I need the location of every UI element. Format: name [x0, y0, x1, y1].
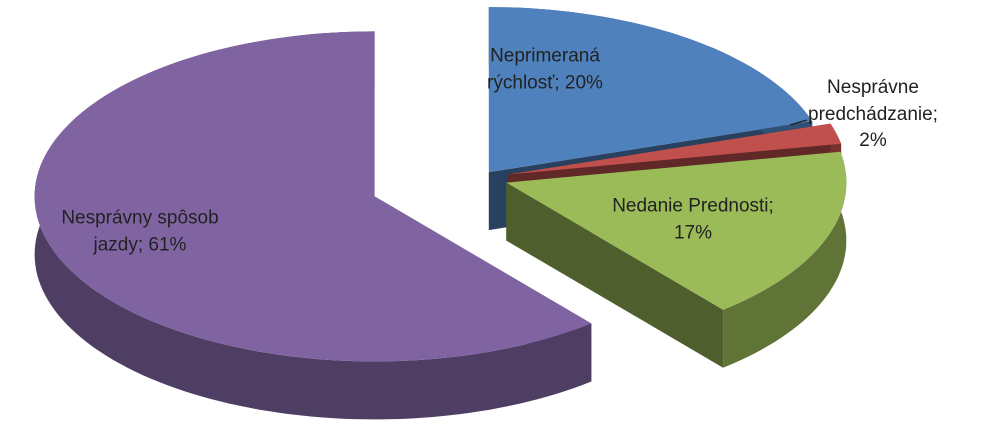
slice	[488, 7, 813, 173]
slice	[506, 151, 847, 310]
data-label: Nesprávny spôsob jazdy; 61%	[61, 207, 219, 255]
slice	[507, 123, 842, 175]
data-label: Nesprávne predchádzanie; 2%	[808, 77, 938, 152]
slice-radial-wall	[506, 182, 724, 368]
slice	[34, 31, 592, 362]
leader-line	[789, 119, 808, 126]
data-label: Neprimeraná rýchlosť; 20%	[487, 45, 603, 93]
data-label: Nedanie Prednosti; 17%	[612, 195, 774, 243]
slice-outer-wall	[34, 31, 592, 420]
slice-outer-wall	[723, 151, 847, 368]
